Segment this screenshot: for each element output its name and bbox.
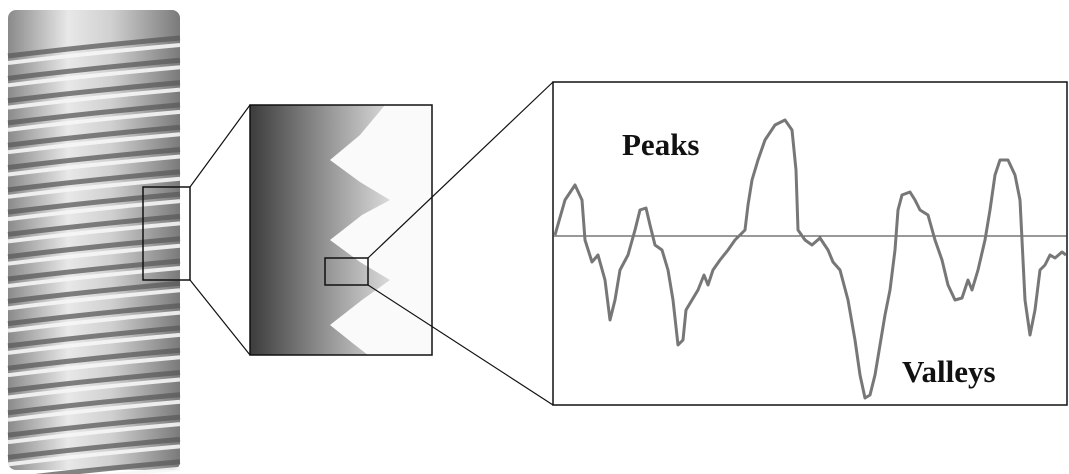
zoom-line	[190, 280, 250, 355]
profile-view: Peaks Valleys	[553, 82, 1067, 405]
zoom-line	[190, 105, 250, 187]
implant-screw	[8, 10, 180, 474]
valleys-label: Valleys	[902, 354, 996, 389]
zoom-view	[250, 105, 432, 355]
peaks-label: Peaks	[622, 127, 700, 162]
diagram: Peaks Valleys	[0, 0, 1069, 474]
page: {"labels": {"peaks": "Peaks", "valleys":…	[0, 0, 1069, 474]
